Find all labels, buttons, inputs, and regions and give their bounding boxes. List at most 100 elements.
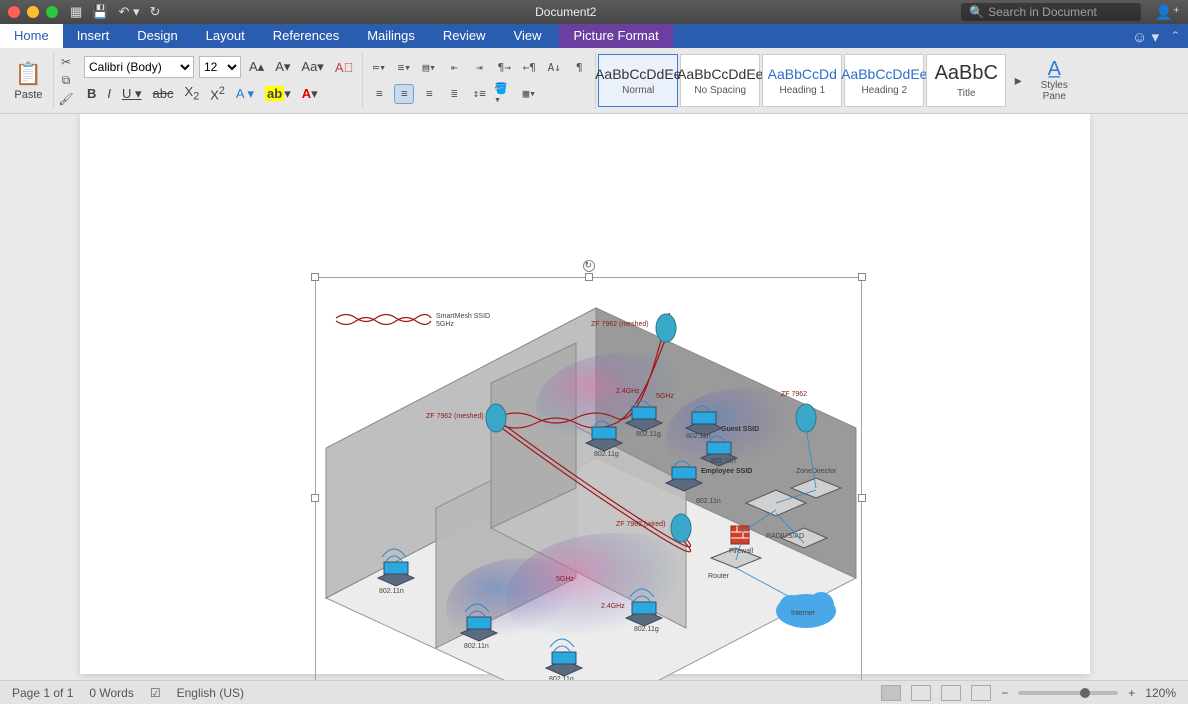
- copy-icon[interactable]: ⧉: [56, 72, 76, 88]
- close-icon[interactable]: [8, 6, 20, 18]
- line-spacing-icon[interactable]: ↕≡: [469, 84, 489, 104]
- underline-button[interactable]: U ▾: [119, 86, 145, 102]
- align-left-icon[interactable]: ≡: [369, 84, 389, 104]
- paste-group[interactable]: 📋 Paste: [4, 52, 54, 109]
- tab-insert[interactable]: Insert: [63, 24, 124, 48]
- borders-icon[interactable]: ▦▾: [519, 84, 539, 104]
- justify-icon[interactable]: ≣: [444, 84, 464, 104]
- svg-text:802.11g: 802.11g: [636, 431, 661, 438]
- spellcheck-icon[interactable]: ☑︎: [150, 686, 161, 700]
- subscript-button[interactable]: X2: [182, 84, 203, 103]
- align-right-icon[interactable]: ≡: [419, 84, 439, 104]
- zoom-out-icon[interactable]: −: [1001, 686, 1008, 700]
- font-group: Calibri (Body) 12 A▴ A▾ Aa▾ A⃠ B I U ▾ a…: [78, 52, 363, 109]
- tab-picture-format[interactable]: Picture Format: [559, 24, 672, 48]
- show-marks-icon[interactable]: ¶: [569, 57, 589, 77]
- web-layout-view-icon[interactable]: [911, 685, 931, 701]
- clear-format-icon[interactable]: A⃠: [332, 60, 356, 75]
- tab-layout[interactable]: Layout: [192, 24, 259, 48]
- change-case-icon[interactable]: Aa▾: [298, 59, 326, 75]
- numbering-icon[interactable]: ≡▾: [394, 57, 414, 77]
- format-painter-icon[interactable]: 🖌: [56, 91, 76, 107]
- status-bar: Page 1 of 1 0 Words ☑︎ English (US) − + …: [0, 680, 1188, 704]
- style-heading2[interactable]: AaBbCcDdEeHeading 2: [844, 54, 924, 107]
- rotate-handle[interactable]: [583, 260, 595, 272]
- svg-text:Router: Router: [708, 573, 730, 580]
- feedback-icon[interactable]: ☺ ▾: [1132, 28, 1159, 46]
- search-input[interactable]: 🔍 Search in Document: [961, 3, 1141, 21]
- svg-text:ZF 7962 (meshed): ZF 7962 (meshed): [591, 321, 649, 328]
- svg-text:5GHz: 5GHz: [436, 321, 454, 328]
- ltr-icon[interactable]: ¶→: [494, 57, 514, 77]
- tab-review[interactable]: Review: [429, 24, 500, 48]
- titlebar: ▦ 💾 ↶ ▾ ↻ Document2 🔍 Search in Document…: [0, 0, 1188, 24]
- sort-icon[interactable]: A↓: [544, 57, 564, 77]
- rtl-icon[interactable]: ←¶: [519, 57, 539, 77]
- styles-pane-icon: A̲: [1044, 60, 1064, 80]
- font-color-icon[interactable]: A▾: [299, 86, 321, 102]
- zoom-slider[interactable]: [1018, 691, 1118, 695]
- style-heading1[interactable]: AaBbCcDdHeading 1: [762, 54, 842, 107]
- minimize-icon[interactable]: [27, 6, 39, 18]
- superscript-button[interactable]: X2: [207, 85, 228, 102]
- styles-gallery: AaBbCcDdEeNormal AaBbCcDdEeNo Spacing Aa…: [596, 52, 1030, 109]
- draft-view-icon[interactable]: [971, 685, 991, 701]
- font-size-select[interactable]: 12: [199, 56, 241, 78]
- document-canvas[interactable]: SmartMesh SSID 5GHz ZF 7962 (meshed) ZF …: [0, 114, 1188, 680]
- svg-text:Internet: Internet: [791, 610, 815, 617]
- shading-icon[interactable]: 🪣▾: [494, 84, 514, 104]
- svg-text:802.11n: 802.11n: [711, 458, 736, 465]
- style-normal[interactable]: AaBbCcDdEeNormal: [598, 54, 678, 107]
- zoom-in-icon[interactable]: +: [1128, 686, 1135, 700]
- style-title[interactable]: AaBbCTitle: [926, 54, 1006, 107]
- print-layout-view-icon[interactable]: [881, 685, 901, 701]
- svg-text:5GHz: 5GHz: [556, 576, 574, 583]
- svg-text:Firewall: Firewall: [729, 548, 754, 555]
- style-nospacing[interactable]: AaBbCcDdEeNo Spacing: [680, 54, 760, 107]
- tab-references[interactable]: References: [259, 24, 353, 48]
- tab-mailings[interactable]: Mailings: [353, 24, 429, 48]
- zoom-label[interactable]: 120%: [1145, 686, 1176, 700]
- styles-more-icon[interactable]: ▸: [1008, 71, 1028, 91]
- tab-view[interactable]: View: [500, 24, 556, 48]
- svg-text:ZF 7962 (wired): ZF 7962 (wired): [616, 521, 665, 528]
- indent-dec-icon[interactable]: ⇤: [444, 57, 464, 77]
- quicklayout-icon[interactable]: ▦: [70, 4, 82, 20]
- outline-view-icon[interactable]: [941, 685, 961, 701]
- page-indicator[interactable]: Page 1 of 1: [12, 686, 73, 700]
- bold-button[interactable]: B: [84, 86, 99, 101]
- picture-selection[interactable]: SmartMesh SSID 5GHz ZF 7962 (meshed) ZF …: [315, 277, 862, 680]
- bullets-icon[interactable]: ≔▾: [369, 57, 389, 77]
- language-indicator[interactable]: English (US): [177, 686, 244, 700]
- clipboard-mini: ✂ ⧉ 🖌: [54, 52, 78, 109]
- tab-design[interactable]: Design: [123, 24, 191, 48]
- network-diagram-image: SmartMesh SSID 5GHz ZF 7962 (meshed) ZF …: [316, 278, 863, 680]
- strike-button[interactable]: abc: [150, 86, 177, 101]
- undo-icon[interactable]: ↶ ▾: [118, 4, 139, 20]
- grow-font-icon[interactable]: A▴: [246, 59, 267, 75]
- redo-icon[interactable]: ↻: [150, 4, 161, 20]
- font-name-select[interactable]: Calibri (Body): [84, 56, 194, 78]
- word-count[interactable]: 0 Words: [89, 686, 133, 700]
- svg-text:Employee SSID: Employee SSID: [701, 468, 752, 475]
- save-icon[interactable]: 💾: [92, 4, 108, 20]
- ribbon: 📋 Paste ✂ ⧉ 🖌 Calibri (Body) 12 A▴ A▾ Aa…: [0, 48, 1188, 114]
- window-controls: [8, 6, 58, 18]
- italic-button[interactable]: I: [104, 86, 114, 101]
- svg-text:ZoneDirector: ZoneDirector: [796, 468, 837, 475]
- styles-pane-button[interactable]: A̲ StylesPane: [1030, 52, 1078, 109]
- indent-inc-icon[interactable]: ⇥: [469, 57, 489, 77]
- shrink-font-icon[interactable]: A▾: [272, 59, 293, 75]
- collapse-ribbon-icon[interactable]: ˆ: [1173, 29, 1178, 46]
- text-effects-icon[interactable]: A ▾: [233, 86, 257, 102]
- svg-text:ZF 7962: ZF 7962: [781, 391, 807, 398]
- cut-icon[interactable]: ✂: [56, 54, 76, 70]
- align-center-icon[interactable]: ≡: [394, 84, 414, 104]
- zoom-icon[interactable]: [46, 6, 58, 18]
- tab-home[interactable]: Home: [0, 24, 63, 48]
- highlight-icon[interactable]: ab▾: [262, 86, 294, 102]
- multilevel-icon[interactable]: ▤▾: [419, 57, 439, 77]
- clipboard-icon: 📋: [15, 61, 42, 87]
- share-icon[interactable]: 👤⁺: [1155, 4, 1180, 21]
- svg-text:802.11n: 802.11n: [696, 498, 721, 505]
